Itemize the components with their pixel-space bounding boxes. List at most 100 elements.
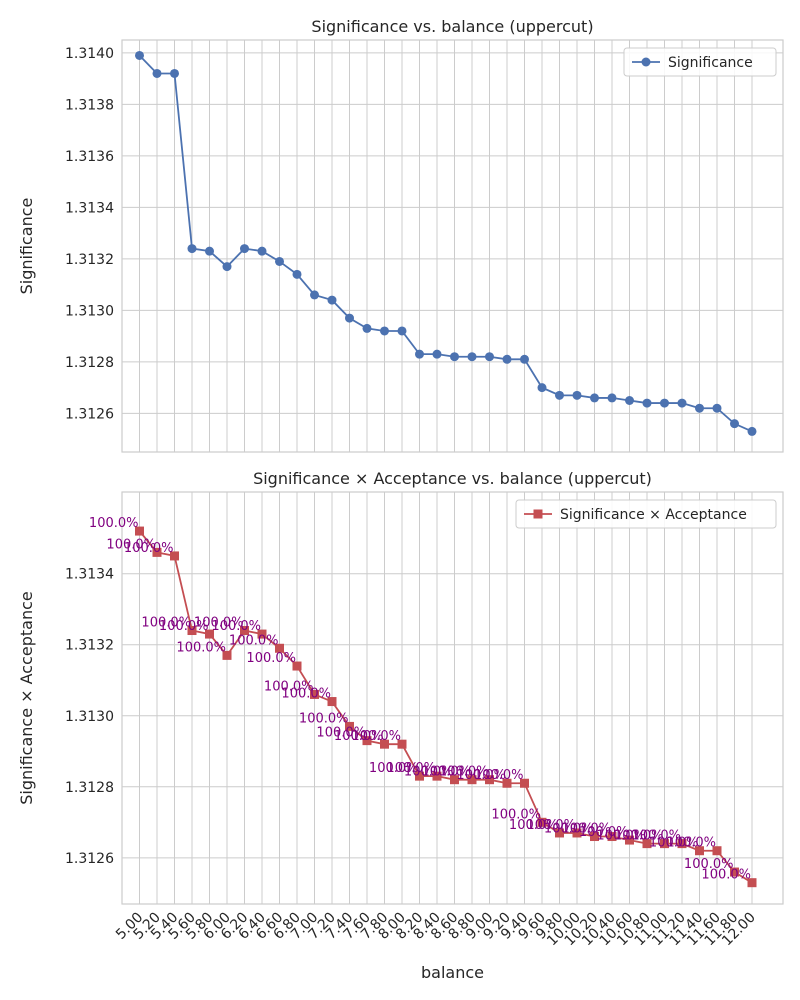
data-point-10 [310,290,319,300]
annotation-label-27: 100.0% [561,822,611,837]
data-point-35 [747,878,757,888]
legend-label-significance-acceptance: Significance × Acceptance [560,507,747,523]
y-tick-label: 1.3130 [65,709,114,725]
bottom-subplot-xticks: 5.005.205.405.605.806.006.206.406.606.80… [113,910,759,950]
annotation-label-1: 100.0% [106,537,156,552]
data-point-25 [572,390,582,400]
data-point-31 [677,398,687,408]
data-point-32 [695,846,704,856]
data-point-13 [362,736,372,746]
data-point-19 [467,775,477,785]
data-point-9 [292,661,302,671]
data-point-16 [415,349,424,359]
data-point-33 [712,846,722,856]
annotation-label-35: 100.0% [701,868,751,883]
y-tick-label: 1.3138 [65,97,114,113]
data-point-11 [327,295,337,305]
data-point-legend [641,57,651,67]
data-point-7 [257,246,267,256]
bottom-subplot-grid [122,492,783,904]
annotation-label-34: 100.0% [684,857,734,872]
annotation-label-19: 100.0% [421,765,471,780]
data-point-19 [467,352,477,362]
data-point-35 [747,426,757,436]
data-point-28 [625,396,634,405]
annotation-label-0: 100.0% [89,516,139,531]
legend-box [515,499,777,529]
data-point-21 [502,778,512,788]
data-point-12 [345,721,354,731]
data-point-28 [625,835,634,845]
data-point-10 [310,689,319,699]
bottom-subplot-frame [121,491,784,905]
data-point-17 [432,349,442,359]
y-tick-label: 1.3128 [65,355,114,371]
annotation-label-4: 100.0% [159,619,209,634]
y-tick-label: 1.3134 [65,567,114,583]
annotation-label-15: 100.0% [351,729,401,744]
data-point-23 [537,817,547,827]
data-point-9 [292,269,302,279]
data-point-4 [205,629,214,639]
data-point-1 [152,547,162,557]
data-point-3 [187,626,197,636]
annotation-label-5: 100.0% [176,640,226,655]
data-point-13 [362,323,372,333]
annotation-label-24: 100.0% [509,818,559,833]
legend-label-significance: Significance [668,55,753,71]
annotation-label-2: 100.0% [124,541,174,556]
annotation-label-22: 100.0% [474,768,524,783]
bottom-subplot-title: Significance × Acceptance vs. balance (u… [253,469,652,488]
y-tick-label: 1.3132 [65,638,114,654]
data-point-1 [152,68,162,78]
data-point-26 [590,832,599,842]
annotation-label-7: 100.0% [211,619,261,634]
annotation-label-3: 100.0% [141,616,191,631]
annotation-label-20: 100.0% [439,765,489,780]
data-point-33 [712,403,722,413]
annotation-label-28: 100.0% [579,825,629,840]
legend-marker-significance-acceptance [533,509,543,519]
data-point-27 [607,832,617,842]
data-point-8 [275,256,284,266]
top-subplot-grid [122,40,783,452]
data-point-24 [555,828,564,838]
y-tick-label: 1.3126 [65,406,114,422]
data-point-26 [590,393,599,403]
annotation-label-25: 100.0% [526,818,576,833]
top-subplot-frame [121,39,784,453]
data-point-14 [380,739,389,749]
annotation-label-32: 100.0% [649,836,699,851]
significance-acceptance-series [135,526,757,888]
annotation-label-21: 100.0% [456,768,506,783]
data-point-22 [520,778,529,788]
data-point-17 [432,771,442,781]
data-point-18 [450,352,459,362]
y-tick-label: 1.3130 [65,303,114,319]
annotation-label-33: 100.0% [666,836,716,851]
data-point-32 [695,403,704,413]
data-point-31 [677,839,687,849]
annotation-label-13: 100.0% [316,726,366,741]
annotation-label-31: 100.0% [631,829,681,844]
y-tick-label: 1.3128 [65,780,114,796]
annotation-label-8: 100.0% [229,633,279,648]
y-tick-label: 1.3140 [65,46,114,62]
top-subplot-legend: Significance [623,47,777,77]
annotation-label-26: 100.0% [544,822,594,837]
annotation-label-6: 100.0% [194,616,244,631]
data-point-30 [660,398,669,408]
data-point-15 [397,326,407,336]
y-tick-label: 1.3126 [65,851,114,867]
annotation-label-12: 100.0% [299,711,349,726]
annotation-label-16: 100.0% [369,761,419,776]
data-point-20 [485,775,494,785]
data-point-21 [502,354,512,364]
data-point-20 [485,352,494,362]
bottom-subplot-yticks: 1.3126 1.3128 1.3130 1.3132 1.3134 [65,567,114,867]
y-tick-label: 1.3132 [65,252,114,268]
data-point-5 [222,262,232,272]
data-point-2 [170,68,179,78]
data-point-23 [537,383,547,393]
